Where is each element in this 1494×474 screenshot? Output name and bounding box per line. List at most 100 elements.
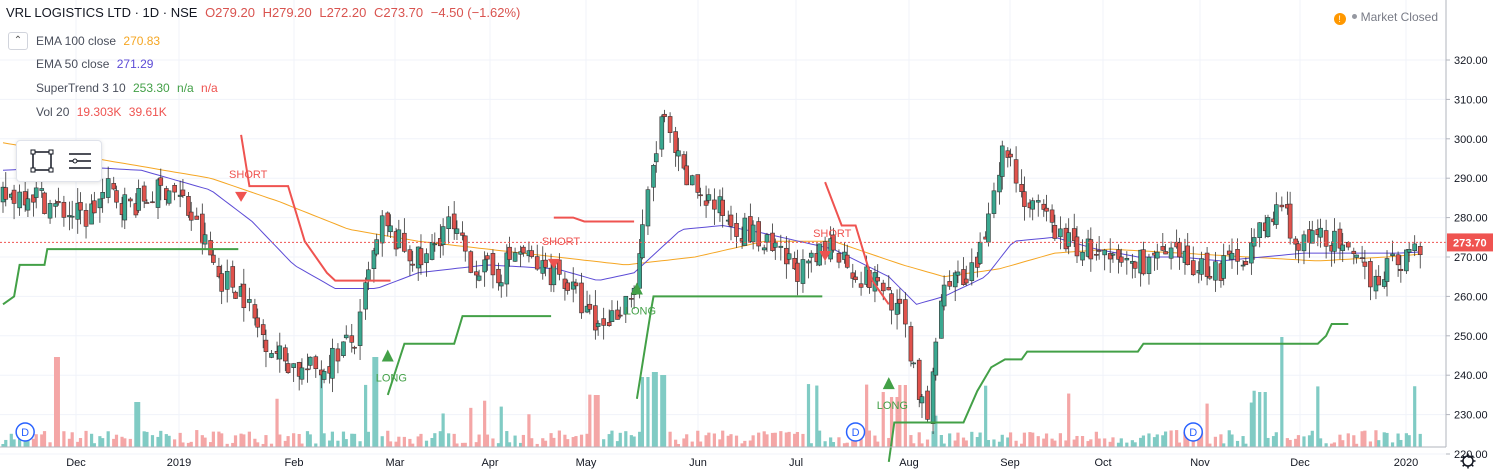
volume-bar: [1296, 435, 1301, 447]
volume-bar: [549, 433, 553, 447]
candle: [844, 254, 850, 268]
candle: [1074, 236, 1080, 257]
candle: [712, 199, 717, 210]
volume-bar: [1191, 440, 1195, 447]
volume-bar: [654, 372, 658, 447]
close-value: C273.70: [373, 5, 424, 20]
candle: [1287, 203, 1293, 239]
candle: [651, 165, 656, 188]
volume-bar: [801, 433, 805, 447]
volume-bar: [1418, 433, 1422, 447]
volume-bar: [200, 435, 204, 447]
volume-bar: [261, 443, 265, 447]
price-tick-label: 280.00: [1454, 213, 1488, 225]
candle: [1417, 246, 1423, 256]
indicator-ema50[interactable]: EMA 50 close 271.29: [36, 57, 153, 71]
volume-bar: [344, 439, 348, 447]
candle: [97, 198, 103, 209]
candle: [695, 174, 701, 193]
candle: [371, 250, 377, 269]
volume-bar: [1197, 433, 1201, 447]
candle: [1337, 228, 1343, 249]
candle: [224, 270, 230, 290]
volume-bar: [1258, 392, 1262, 447]
gear-icon[interactable]: [1460, 453, 1476, 469]
volume-bar: [1399, 439, 1403, 447]
volume-bar: [328, 440, 332, 447]
volume-bar: [618, 432, 622, 447]
candle: [172, 184, 177, 193]
candle: [53, 203, 58, 207]
volume-bar: [1022, 432, 1027, 447]
chevron-up-icon[interactable]: ⌃: [8, 32, 28, 50]
candle: [939, 300, 944, 339]
symbol-title[interactable]: VRL LOGISTICS LTD · 1D · NSE: [6, 5, 198, 20]
candle: [230, 266, 236, 288]
volume-bar: [433, 433, 437, 447]
rectangle-tool-icon[interactable]: [30, 149, 54, 173]
supertrend-line: [386, 315, 552, 396]
volume-bar: [496, 443, 501, 447]
volume-bar: [1205, 403, 1209, 447]
market-status[interactable]: ! Market Closed: [1333, 10, 1438, 25]
volume-bar: [358, 441, 362, 447]
volume-bar: [660, 375, 664, 447]
candle: [637, 253, 642, 289]
candle: [180, 189, 186, 196]
volume-bar: [286, 436, 290, 447]
volume-bar: [837, 437, 841, 447]
candle: [1390, 253, 1395, 256]
candle: [366, 269, 371, 281]
candle: [476, 275, 482, 281]
candle: [615, 309, 620, 320]
candle: [410, 263, 415, 266]
volume-bar: [1014, 440, 1018, 447]
volume-bar: [1169, 430, 1173, 447]
volume-bar: [441, 413, 445, 447]
dividend-marker: [845, 422, 866, 442]
volume-bar: [1094, 431, 1098, 447]
volume-bar: [364, 384, 368, 447]
indicator-supertrend[interactable]: SuperTrend 3 10 253.30 n/a n/a: [36, 81, 218, 95]
time-tick-label: Jul: [789, 457, 803, 469]
volume-bar: [173, 439, 177, 447]
volume-bar: [579, 434, 584, 447]
horizontal-lines-icon[interactable]: [69, 153, 91, 169]
volume-bar: [42, 431, 47, 447]
candle: [17, 191, 22, 209]
volume-bar: [247, 431, 251, 447]
candle: [986, 213, 991, 243]
volume-bar: [851, 437, 855, 447]
volume-bar: [912, 443, 916, 447]
volume-bar: [704, 435, 708, 447]
volume-bar: [773, 432, 777, 447]
candle: [529, 250, 534, 257]
candle: [1049, 209, 1055, 223]
volume-bar: [1036, 436, 1040, 447]
candle: [166, 190, 172, 204]
candle: [653, 153, 659, 163]
indicator-ema100[interactable]: EMA 100 close 270.83: [36, 34, 160, 48]
volume-bar: [1310, 430, 1314, 447]
candle: [349, 335, 355, 343]
candle: [1118, 256, 1124, 263]
indicator-label: SuperTrend 3 10: [36, 81, 126, 95]
volume-bar: [1294, 438, 1298, 447]
volume-bar: [519, 442, 523, 447]
volume-bar: [1352, 435, 1356, 447]
volume-bar: [740, 443, 744, 447]
candle: [485, 255, 490, 260]
candle: [997, 174, 1002, 193]
candle: [1019, 184, 1024, 193]
volume-bar: [1053, 440, 1057, 447]
candle: [1035, 200, 1041, 203]
candle: [919, 396, 925, 404]
time-tick-label: Dec: [66, 457, 86, 469]
volume-bar: [1332, 442, 1337, 447]
indicator-volume[interactable]: Vol 20 19.303K 39.61K: [36, 105, 167, 119]
volume-bar: [806, 384, 811, 447]
candle: [925, 390, 930, 420]
candle: [1044, 207, 1049, 212]
indicator-value: 253.30: [132, 81, 170, 95]
